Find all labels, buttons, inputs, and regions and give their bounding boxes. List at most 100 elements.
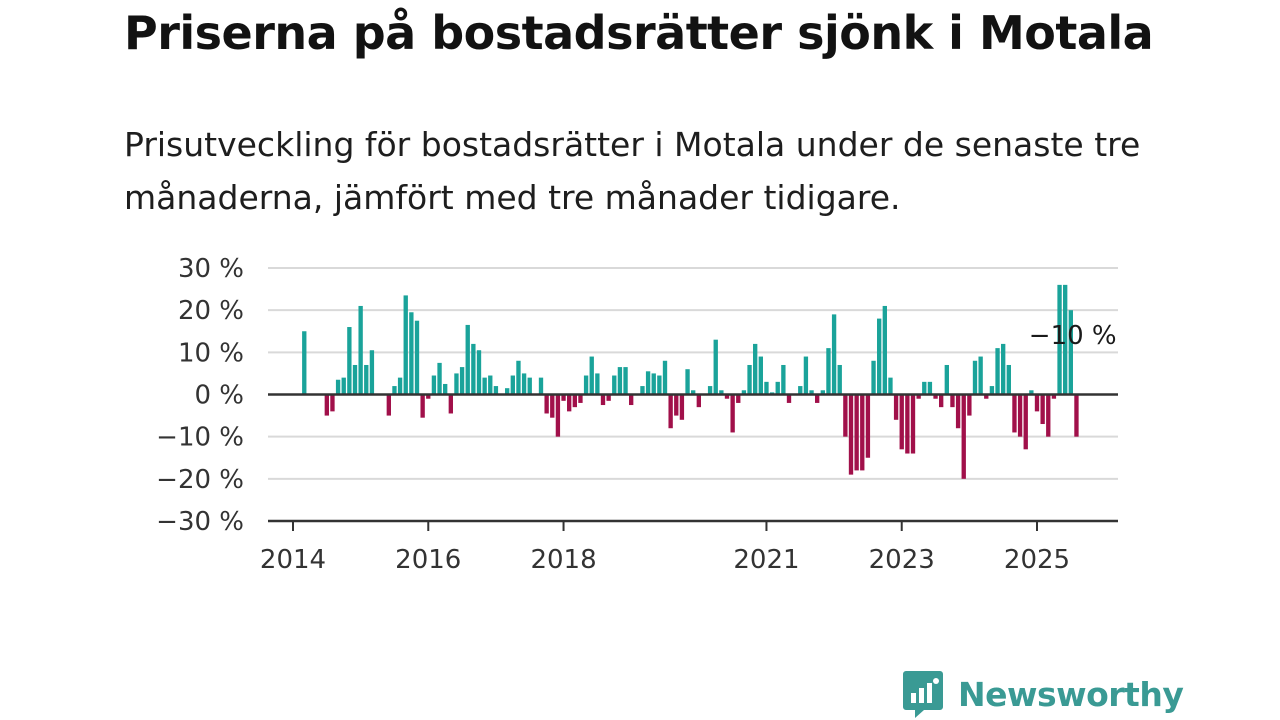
bar [905, 394, 910, 454]
bar [352, 364, 358, 395]
x-tick-label: 2021 [733, 545, 799, 575]
bar [978, 356, 983, 395]
bar [397, 377, 403, 395]
y-tick-label: −20 % [156, 465, 244, 495]
bar [984, 394, 989, 399]
brand-name: Newsworthy [958, 674, 1184, 714]
bar [364, 364, 369, 395]
bar [437, 362, 442, 395]
bar [831, 314, 837, 395]
bar [803, 356, 809, 395]
bar [369, 350, 375, 395]
bar [544, 394, 549, 414]
bar [950, 394, 955, 408]
bar [764, 381, 769, 395]
bar [471, 343, 476, 395]
bar [967, 394, 972, 416]
bar [707, 386, 713, 395]
y-tick-label: −10 % [156, 423, 244, 453]
y-tick-label: 0 % [194, 381, 244, 411]
bar [657, 375, 662, 395]
bar [493, 386, 499, 395]
y-tick-label: −30 % [156, 507, 244, 537]
bar [798, 386, 803, 395]
bar [961, 394, 966, 479]
bar [612, 375, 617, 395]
bar [882, 305, 887, 395]
bars [302, 284, 1079, 479]
bar [781, 364, 786, 395]
y-tick-label: 20 % [178, 296, 244, 326]
bar [786, 394, 792, 403]
bar [521, 373, 527, 395]
bar [753, 343, 758, 395]
bar [538, 377, 544, 395]
bar [719, 390, 724, 395]
bar [1057, 284, 1062, 395]
bar [775, 381, 780, 395]
bar [414, 320, 420, 395]
bar [696, 394, 701, 408]
bar [358, 305, 363, 395]
x-tick-label: 2023 [869, 545, 935, 575]
bar [572, 394, 577, 408]
bar [826, 348, 831, 395]
bar [679, 394, 685, 420]
bar [758, 356, 763, 395]
bar [645, 371, 651, 395]
bar-chart: 30 %20 %10 %0 %−10 %−20 %−30 % 2014 2016 2… [156, 254, 1118, 575]
bar [386, 394, 391, 416]
bar [341, 377, 346, 395]
bar [510, 375, 515, 395]
bar [448, 394, 453, 414]
bar [454, 373, 459, 395]
bar [888, 377, 893, 395]
x-tick-label: 2016 [395, 545, 461, 575]
bar [1017, 394, 1023, 437]
bar [392, 386, 397, 395]
bar [848, 394, 854, 475]
bar [617, 367, 623, 395]
bar [674, 394, 679, 416]
bar [482, 377, 487, 395]
newsworthy-logo-icon [903, 671, 943, 718]
bar [871, 360, 876, 395]
x-tick-label: 2014 [260, 545, 326, 575]
x-tick-label: 2018 [530, 545, 596, 575]
bar [933, 394, 938, 399]
bar [550, 394, 555, 418]
bar [459, 367, 465, 395]
bar [567, 394, 572, 412]
bar [860, 394, 865, 471]
bar [476, 350, 482, 395]
bar [330, 394, 335, 412]
bar [685, 369, 690, 395]
x-axis-labels: 2014 2016 2018 2021 2023 2025 [260, 545, 1070, 575]
bar [893, 394, 899, 420]
bar [809, 390, 814, 395]
bar [843, 394, 848, 437]
bar [583, 375, 589, 395]
bar [1029, 390, 1034, 395]
bar [662, 360, 668, 395]
bar [1012, 394, 1017, 433]
bar [420, 394, 425, 418]
bar [555, 394, 561, 437]
bar [1051, 394, 1057, 399]
bar [944, 364, 949, 395]
bar [691, 390, 696, 395]
bar [505, 388, 510, 395]
bar [578, 394, 583, 403]
bar [403, 295, 408, 395]
bar [741, 390, 747, 395]
x-tick-label: 2025 [1004, 545, 1070, 575]
bar [640, 386, 645, 395]
axes [268, 393, 1118, 531]
bar [854, 394, 859, 471]
bar [877, 318, 882, 395]
bar [431, 375, 437, 395]
bar [713, 339, 718, 395]
bar [1068, 310, 1073, 395]
bar [1074, 394, 1079, 437]
bar [815, 394, 820, 403]
